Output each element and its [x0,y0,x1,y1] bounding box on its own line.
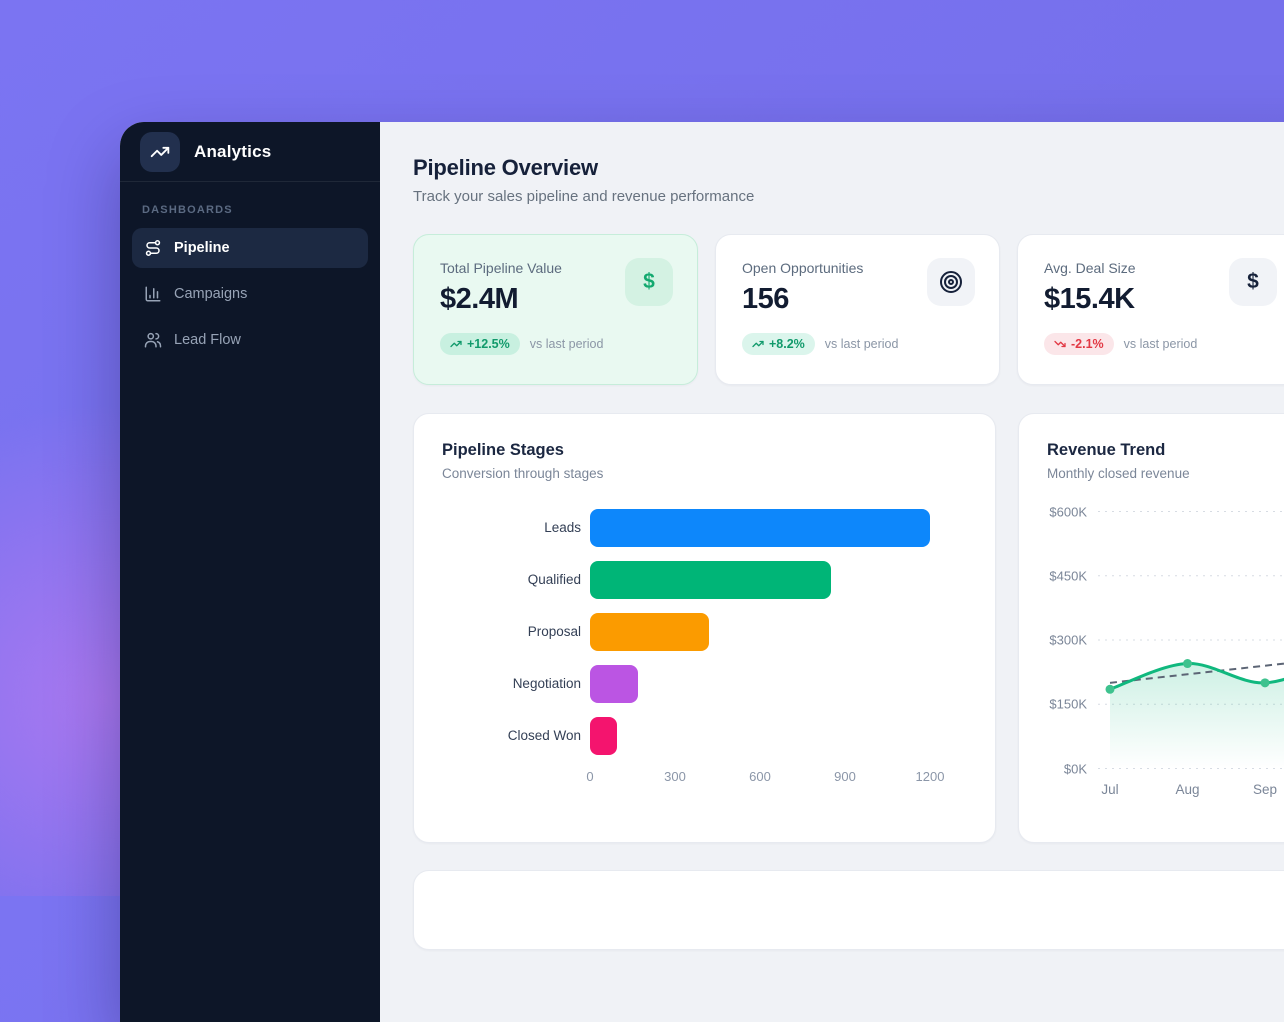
sidebar-nav: Pipeline Campaigns Lead Flow [120,228,380,360]
stat-value: $15.4K [1044,283,1135,315]
bar [590,665,639,703]
y-tick-label: $0K [1063,761,1087,776]
bar-row: Negotiation [442,665,967,703]
dollar-icon: $ [1229,258,1277,306]
y-axis-labels: $0K $150K $300K $450K $600K [1047,504,1087,776]
bar-category-label: Qualified [527,572,581,588]
trend-line [1109,662,1284,684]
target-icon [927,258,975,306]
sidebar-divider [120,181,380,182]
sidebar-item-label: Campaigns [174,286,248,302]
pipeline-stages-card: Pipeline Stages Conversion through stage… [413,413,996,843]
bar-chart-icon [144,285,162,303]
route-icon [144,239,162,257]
stat-value: 156 [742,283,789,315]
bar-x-axis: 0 300 600 900 1200 [586,769,967,787]
y-tick-label: $450K [1049,568,1087,584]
axis-tick-label: 900 [834,769,856,784]
main-content: Pipeline Overview Track your sales pipel… [380,122,1284,1022]
month-label: Sep [1252,782,1278,797]
x-axis-labels: JulAugSepOct [1098,782,1284,800]
bar [590,561,831,599]
revenue-trend-card: Revenue Trend Monthly closed revenue $0K… [1018,413,1284,843]
sidebar-item-lead-flow[interactable]: Lead Flow [132,320,368,360]
compare-text: vs last period [1123,337,1198,351]
pipeline-stages-bar-chart: Leads Qualified Proposal Negotiation Closed … [442,509,967,787]
app-window: Analytics DASHBOARDS Pipeline Campaigns [120,122,1284,1022]
chart-subtitle: Monthly closed revenue [1047,466,1190,481]
sidebar: Analytics DASHBOARDS Pipeline Campaigns [120,122,380,1022]
bar-row: Proposal [442,613,967,651]
axis-tick-label: 600 [749,769,771,784]
compare-text: vs last period [529,337,604,351]
chart-subtitle: Conversion through stages [442,466,604,481]
trending-up-icon [140,132,180,172]
stat-value: $2.4M [440,283,519,315]
sidebar-item-pipeline[interactable]: Pipeline [132,228,368,268]
bar [590,717,617,755]
chart-title: Revenue Trend [1047,441,1166,459]
month-label: Aug [1175,782,1200,797]
line-chart-plot [1098,511,1284,769]
axis-tick-label: 300 [664,769,686,784]
bar-row: Closed Won [442,717,967,755]
trending-up-icon [450,340,462,348]
brand-name: Analytics [194,142,272,161]
sidebar-item-campaigns[interactable]: Campaigns [132,274,368,314]
stat-card-total-pipeline-value: Total Pipeline Value $2.4M +12.5% vs las… [413,234,698,385]
stat-label: Open Opportunities [742,260,864,276]
stat-label: Total Pipeline Value [440,260,562,276]
dollar-icon: $ [625,258,673,306]
brand: Analytics [120,122,380,181]
revenue-trend-line-chart: $0K$150K$300K$450K$600KJulAugSepOct [1047,504,1284,800]
bar-category-label: Leads [544,520,581,536]
change-badge: +12.5% [440,333,520,355]
bar-row: Qualified [442,561,967,599]
compare-text: vs last period [824,337,899,351]
sidebar-item-label: Lead Flow [174,332,241,348]
trending-up-icon [752,340,764,348]
trending-down-icon [1054,340,1066,348]
bar [590,613,709,651]
sidebar-section-label: DASHBOARDS [142,204,233,216]
bar [590,509,930,547]
data-point [1260,678,1270,688]
bar-category-label: Proposal [527,624,581,640]
change-badge: +8.2% [742,333,815,355]
y-tick-label: $600K [1049,504,1087,519]
bar-category-label: Closed Won [507,728,581,744]
chart-title: Pipeline Stages [442,441,564,459]
month-label: Jul [1101,782,1119,797]
sidebar-item-label: Pipeline [174,240,230,256]
y-tick-label: $300K [1049,632,1087,648]
stat-cards-row: Total Pipeline Value $2.4M +12.5% vs las… [413,234,1284,385]
stat-label: Avg. Deal Size [1044,260,1136,276]
bar-row: Leads [442,509,967,547]
revenue-area [1110,663,1284,769]
axis-tick-label: 0 [586,769,594,784]
data-point [1105,684,1115,694]
change-badge: -2.1% [1044,333,1114,355]
charts-row: Pipeline Stages Conversion through stage… [413,413,1284,843]
axis-tick-label: 1200 [915,769,945,784]
page-title: Pipeline Overview [413,155,598,180]
y-tick-label: $150K [1049,696,1087,712]
stat-card-open-opportunities: Open Opportunities 156 +8.2% vs last per… [715,234,1000,385]
page-subtitle: Track your sales pipeline and revenue pe… [413,188,755,205]
bottom-card-partial [413,870,1284,950]
stat-card-avg-deal-size: Avg. Deal Size $15.4K -2.1% vs last peri… [1017,234,1284,385]
revenue-line [1108,662,1284,691]
bar-category-label: Negotiation [512,676,581,692]
users-icon [144,331,162,349]
data-point [1183,659,1192,669]
